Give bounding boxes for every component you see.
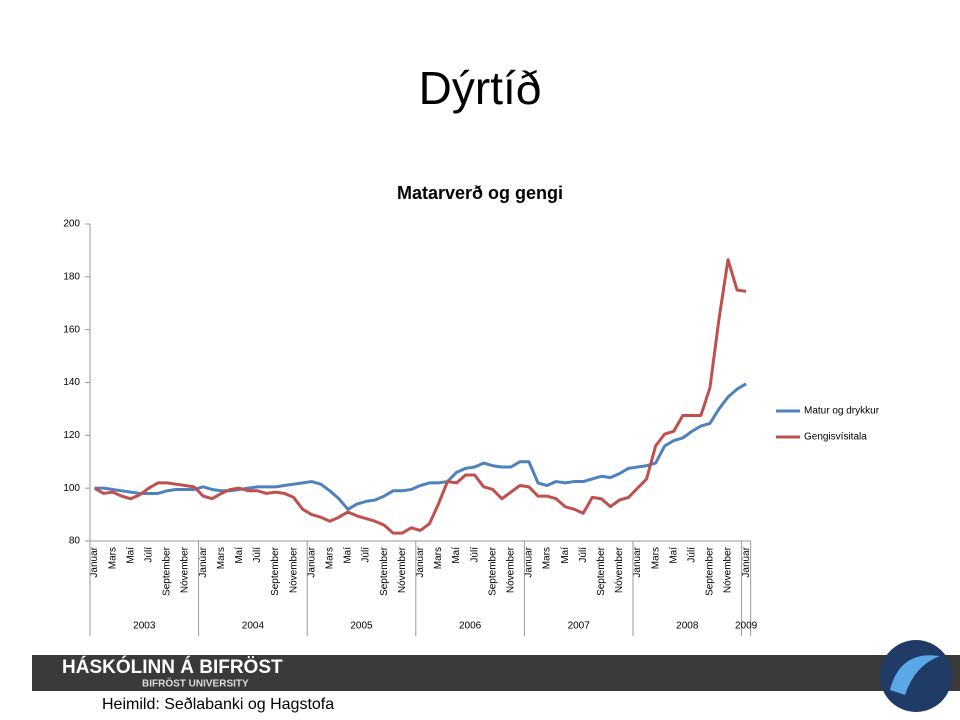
x-tick-label: Janúar bbox=[198, 546, 209, 577]
x-tick-label: Mars bbox=[433, 547, 444, 569]
y-tick-label: 100 bbox=[63, 483, 80, 494]
x-tick-label: Janúar bbox=[306, 546, 317, 577]
x-tick-label: Mars bbox=[107, 547, 118, 569]
year-label: 2005 bbox=[350, 621, 373, 632]
logo-name: HÁSKÓLINN Á BIFRÖST bbox=[62, 656, 283, 678]
x-tick-label: Maí bbox=[560, 547, 571, 564]
x-tick-label: Maí bbox=[125, 547, 136, 564]
x-tick-label: Júlí bbox=[469, 547, 480, 563]
y-tick-label: 120 bbox=[63, 430, 80, 441]
x-tick-label: Mars bbox=[216, 547, 227, 569]
x-tick-label: Maí bbox=[343, 547, 354, 564]
x-tick-label: Maí bbox=[668, 547, 679, 564]
data-line bbox=[93, 258, 747, 535]
x-tick-label: September bbox=[596, 546, 607, 596]
x-tick-label: Janúar bbox=[741, 546, 752, 577]
x-tick-label: September bbox=[270, 546, 281, 596]
x-tick-label: September bbox=[379, 546, 390, 596]
year-label: 2006 bbox=[459, 621, 482, 632]
x-tick-label: Mars bbox=[650, 547, 661, 569]
legend-label: Gengisvísitala bbox=[804, 432, 867, 443]
x-tick-label: Júlí bbox=[143, 547, 154, 563]
y-tick-label: 180 bbox=[63, 271, 80, 282]
year-label: 2004 bbox=[242, 621, 265, 632]
x-tick-label: Maí bbox=[234, 547, 245, 564]
y-tick-label: 160 bbox=[63, 324, 80, 335]
x-tick-label: September bbox=[487, 546, 498, 596]
x-tick-label: Janúar bbox=[524, 546, 535, 577]
x-tick-label: Maí bbox=[451, 547, 462, 564]
x-tick-label: Nóvember bbox=[505, 546, 516, 593]
x-tick-label: September bbox=[162, 546, 173, 596]
y-tick-label: 140 bbox=[63, 377, 80, 388]
logo-emblem bbox=[880, 640, 952, 712]
source-note: Heimild: Seðlabanki og Hagstofa bbox=[102, 696, 334, 713]
logo-banner: HÁSKÓLINN Á BIFRÖST BIFRÖST UNIVERSITY bbox=[32, 640, 960, 712]
x-tick-label: Nóvember bbox=[180, 546, 191, 593]
logo-subtitle: BIFRÖST UNIVERSITY bbox=[142, 677, 249, 690]
year-label: 2007 bbox=[568, 621, 591, 632]
x-tick-label: Nóvember bbox=[288, 546, 299, 593]
x-tick-label: Nóvember bbox=[614, 546, 625, 593]
x-tick-label: Janúar bbox=[632, 546, 643, 577]
x-tick-label: Júlí bbox=[361, 547, 372, 563]
x-tick-label: Mars bbox=[324, 547, 335, 569]
year-label: 2009 bbox=[735, 621, 758, 632]
slide-title: Dýrtíð bbox=[419, 62, 542, 114]
year-label: 2008 bbox=[676, 621, 699, 632]
x-tick-label: Mars bbox=[542, 547, 553, 569]
x-tick-label: Nóvember bbox=[723, 546, 734, 593]
x-tick-label: September bbox=[705, 546, 716, 596]
logo-swoosh bbox=[890, 655, 940, 695]
x-tick-label: Janúar bbox=[89, 546, 100, 577]
x-tick-label: Júlí bbox=[578, 547, 589, 563]
legend-label: Matur og drykkur bbox=[804, 406, 880, 417]
y-tick-label: 80 bbox=[69, 536, 81, 547]
x-tick-label: Júlí bbox=[252, 547, 263, 563]
chart-title: Matarverð og gengi bbox=[397, 183, 563, 203]
x-tick-label: Janúar bbox=[415, 546, 426, 577]
x-tick-label: Júlí bbox=[686, 547, 697, 563]
y-tick-label: 200 bbox=[63, 219, 80, 230]
x-tick-label: Nóvember bbox=[397, 546, 408, 593]
data-line bbox=[94, 382, 747, 511]
banner-bar bbox=[32, 655, 960, 691]
year-label: 2003 bbox=[133, 621, 156, 632]
